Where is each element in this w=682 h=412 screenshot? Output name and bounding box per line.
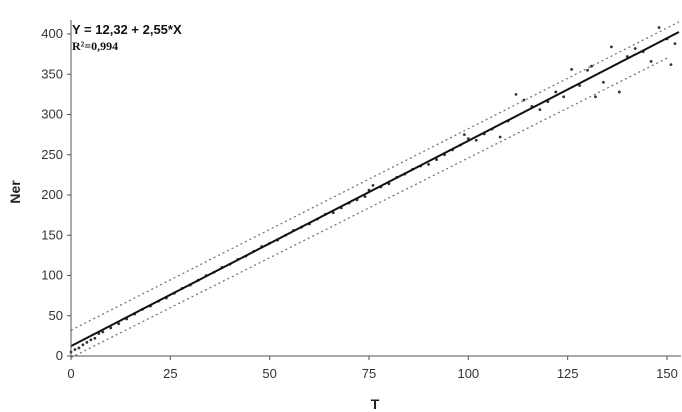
y-tick-label: 150 bbox=[41, 227, 63, 242]
data-point bbox=[570, 68, 574, 71]
regression-equation: Y = 12,32 + 2,55*X bbox=[72, 22, 182, 37]
data-point bbox=[371, 183, 375, 187]
data-point bbox=[89, 338, 93, 342]
upper-prediction-line bbox=[70, 21, 680, 331]
data-point bbox=[117, 322, 121, 326]
data-point bbox=[93, 336, 97, 340]
prediction-band bbox=[70, 21, 680, 359]
data-point bbox=[73, 348, 77, 351]
x-tick-label: 25 bbox=[163, 366, 177, 381]
data-point bbox=[85, 340, 89, 344]
data-point bbox=[602, 80, 605, 84]
data-point bbox=[101, 330, 105, 334]
y-tick-label: 300 bbox=[41, 107, 63, 122]
data-point bbox=[77, 346, 81, 350]
data-point bbox=[435, 158, 438, 161]
axes bbox=[69, 20, 681, 358]
data-point bbox=[427, 163, 430, 166]
x-axis-ticks: 0 25 50 75 100 125 150 bbox=[67, 356, 678, 381]
x-tick-label: 50 bbox=[262, 366, 276, 381]
y-tick-label: 100 bbox=[41, 268, 63, 283]
y-axis-ticks: 0 50 100 150 200 250 300 350 400 bbox=[41, 26, 71, 363]
data-point bbox=[109, 326, 113, 330]
data-point bbox=[554, 90, 558, 94]
regression-fit bbox=[70, 31, 680, 347]
data-point bbox=[498, 135, 502, 139]
data-point bbox=[657, 26, 661, 29]
x-tick-label: 100 bbox=[457, 366, 479, 381]
data-point bbox=[609, 45, 613, 49]
data-point bbox=[514, 92, 518, 96]
y-tick-label: 200 bbox=[41, 187, 63, 202]
y-tick-label: 400 bbox=[41, 26, 63, 41]
data-point bbox=[649, 59, 653, 63]
data-point bbox=[81, 343, 85, 347]
x-tick-label: 150 bbox=[656, 366, 678, 381]
y-tick-label: 250 bbox=[41, 147, 63, 162]
r-squared-label: R²=0,994 bbox=[72, 39, 118, 53]
lower-prediction-line bbox=[70, 57, 668, 359]
regression-line bbox=[70, 31, 680, 347]
y-tick-label: 50 bbox=[49, 308, 63, 323]
x-axis-title: T bbox=[371, 396, 380, 412]
data-point bbox=[669, 63, 673, 66]
data-point bbox=[617, 90, 621, 94]
data-point bbox=[586, 68, 589, 72]
data-point bbox=[594, 95, 597, 99]
data-point bbox=[578, 84, 581, 87]
data-point bbox=[673, 42, 677, 46]
data-point bbox=[538, 108, 542, 112]
data-point bbox=[474, 138, 478, 142]
y-tick-label: 350 bbox=[41, 66, 63, 81]
x-tick-label: 125 bbox=[557, 366, 579, 381]
data-point bbox=[363, 195, 367, 199]
x-tick-label: 75 bbox=[362, 366, 376, 381]
y-tick-label: 0 bbox=[56, 348, 63, 363]
y-axis-title: Ner bbox=[7, 180, 23, 204]
data-point bbox=[462, 133, 466, 137]
data-point bbox=[590, 64, 593, 68]
data-point bbox=[562, 95, 566, 99]
data-point bbox=[522, 98, 526, 102]
x-tick-label: 0 bbox=[67, 366, 74, 381]
data-point bbox=[633, 47, 637, 50]
